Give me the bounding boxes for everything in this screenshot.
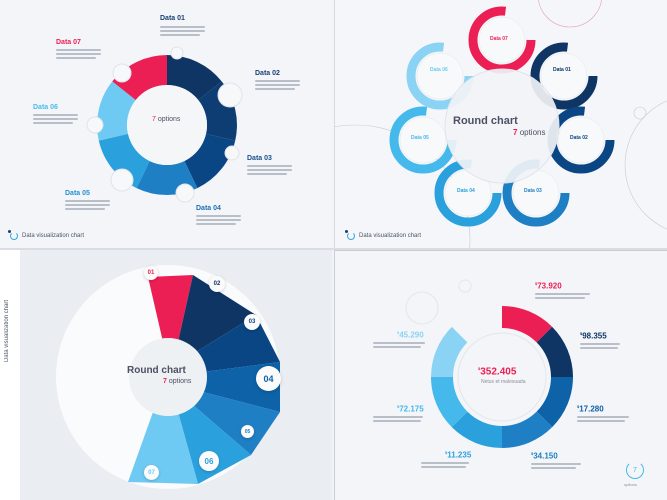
footer: Data visualization chart — [345, 230, 421, 240]
value-3: $17.280 — [577, 404, 604, 414]
donut-chart-1 — [86, 46, 243, 203]
badge-02[interactable]: 02 — [209, 276, 225, 292]
chart-logo-icon — [345, 230, 355, 240]
options-count-icon: 7 — [626, 461, 644, 479]
value-2: $98.355 — [580, 331, 607, 341]
chart-logo-icon — [8, 230, 18, 240]
badge-05[interactable]: 05 — [241, 425, 254, 438]
label-data-02: Data 02 — [255, 70, 280, 77]
badge-03[interactable]: 03 — [244, 314, 260, 330]
bubble-label-02: Data 02 — [570, 135, 588, 141]
sidebar — [0, 250, 20, 500]
total-subtitle: Netus et malesuada — [481, 379, 526, 385]
bubble-label-05: Data 05 — [411, 135, 429, 141]
bubble-label-01: Data 01 — [553, 67, 571, 73]
value-7: $45.290 — [397, 330, 424, 340]
panel-donut-7-options: 7 options Data 01 Data 02 Data 03 Data 0… — [0, 0, 332, 248]
badge-04[interactable]: 04 — [256, 366, 281, 391]
label-data-05: Data 05 — [65, 190, 90, 197]
subtitle: 7 options — [163, 378, 192, 385]
bubble-label-07: Data 07 — [490, 36, 508, 42]
value-6: $72.175 — [397, 404, 424, 414]
panel-value-ring: $352.405 Netus et malesuada $73.920 $98.… — [334, 250, 667, 500]
panel-round-chart-sectors — [20, 250, 332, 500]
badge-01[interactable]: 01 — [144, 266, 158, 280]
badge-07[interactable]: 07 — [144, 465, 159, 480]
footer: Data visualization chart — [8, 230, 84, 240]
label-data-04: Data 04 — [196, 205, 221, 212]
label-data-06: Data 06 — [33, 104, 58, 111]
options-label: options — [624, 482, 637, 487]
total-value: $352.405 — [478, 366, 517, 378]
label-data-03: Data 03 — [247, 155, 272, 162]
round-chart-2 — [335, 0, 667, 248]
value-5: $11.235 — [445, 450, 472, 460]
label-data-07: Data 07 — [56, 39, 81, 46]
value-1: $73.920 — [535, 281, 562, 291]
ring-chart-4 — [405, 279, 573, 448]
title: Round chart — [453, 115, 518, 127]
center-label: 7 options — [152, 116, 181, 123]
bubble-label-04: Data 04 — [457, 188, 475, 194]
subtitle: 7 options — [513, 128, 546, 137]
label-data-01: Data 01 — [160, 15, 185, 22]
bubble-label-06: Data 06 — [430, 67, 448, 73]
panel-round-chart-bubbles: Round chart 7 options Data 07 Data 01 Da… — [334, 0, 667, 248]
side-label: Data visualization chart — [4, 300, 10, 363]
badge-06[interactable]: 06 — [199, 451, 219, 471]
title: Round chart — [127, 365, 186, 376]
bubble-label-03: Data 03 — [524, 188, 542, 194]
value-4: $34.150 — [531, 451, 558, 461]
